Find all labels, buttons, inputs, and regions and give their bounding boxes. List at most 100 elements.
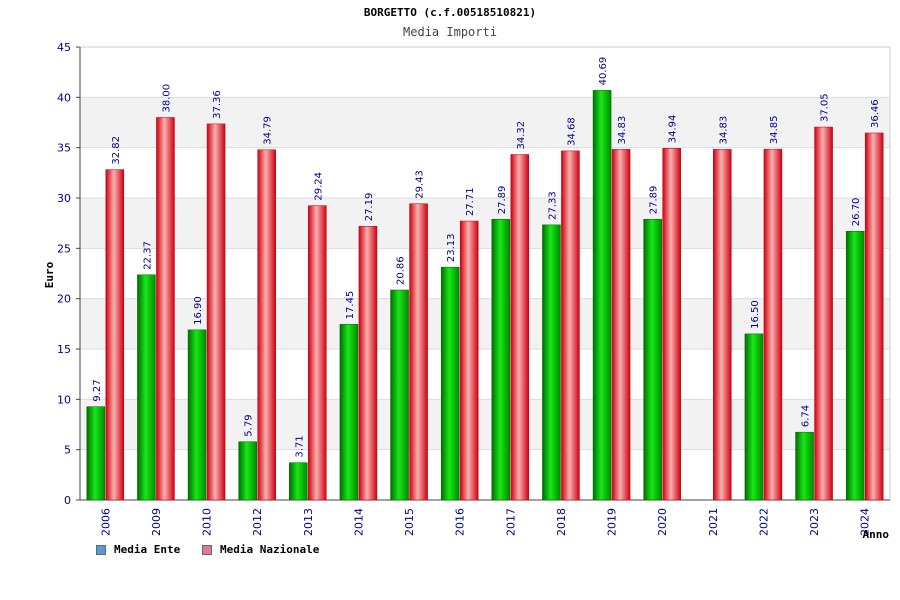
bar-media-nazionale xyxy=(257,149,276,501)
data-label-media-nazionale: 36.46 xyxy=(870,99,881,128)
legend-item-ente: Media Ente xyxy=(96,543,180,556)
x-tick-label: 2012 xyxy=(251,508,264,536)
data-label-media-nazionale: 34.94 xyxy=(668,115,679,144)
bar-media-nazionale xyxy=(713,149,732,501)
bar-media-ente xyxy=(339,324,359,501)
bar-media-ente xyxy=(744,333,764,501)
data-label-media-nazionale: 34.83 xyxy=(718,116,729,145)
x-tick-label: 2016 xyxy=(454,508,467,536)
bar-media-ente xyxy=(795,431,814,501)
bar-media-ente xyxy=(440,266,460,501)
data-label-media-ente: 40.69 xyxy=(598,57,609,86)
bars xyxy=(86,90,884,501)
bar-media-nazionale xyxy=(409,203,428,501)
x-tick-label: 2017 xyxy=(504,508,517,536)
bar-media-nazionale xyxy=(763,148,783,501)
data-labels: 9.27 32.82 22.37 38.00 16.90 37.36 5.79 34.79 3.… xyxy=(92,57,881,458)
data-label-media-ente: 27.89 xyxy=(497,186,508,215)
y-tick-label: 40 xyxy=(57,91,71,104)
bar-media-nazionale xyxy=(459,220,479,501)
bar-media-ente xyxy=(845,230,865,501)
data-label-media-nazionale: 37.36 xyxy=(212,90,223,119)
data-label-media-nazionale: 29.43 xyxy=(415,170,426,199)
data-label-media-nazionale: 32.82 xyxy=(111,136,122,165)
x-tick-label: 2019 xyxy=(606,508,619,536)
bar-media-ente xyxy=(542,224,561,501)
bar-media-ente xyxy=(137,274,156,501)
data-label-media-ente: 3.71 xyxy=(294,435,305,457)
x-tick-label: 2024 xyxy=(859,508,872,536)
legend-label-nazionale: Media Nazionale xyxy=(220,543,320,556)
bar-media-nazionale xyxy=(206,123,226,501)
x-tick-label: 2013 xyxy=(302,508,315,536)
grid-band xyxy=(80,47,890,98)
bar-media-ente xyxy=(187,329,207,501)
data-label-media-nazionale: 34.32 xyxy=(516,121,527,150)
bar-media-ente xyxy=(289,462,308,501)
y-tick-label: 5 xyxy=(64,444,71,457)
x-axis-label: Anno xyxy=(863,528,890,541)
bar-media-nazionale xyxy=(662,148,681,501)
y-tick-label: 15 xyxy=(57,343,71,356)
data-label-media-ente: 22.37 xyxy=(142,241,153,270)
x-tick-label: 2010 xyxy=(201,508,214,536)
data-label-media-ente: 16.90 xyxy=(193,296,204,325)
legend-label-ente: Media Ente xyxy=(114,543,181,556)
data-label-media-nazionale: 29.24 xyxy=(313,172,324,201)
data-label-media-ente: 16.50 xyxy=(750,300,761,329)
data-label-media-ente: 5.79 xyxy=(244,414,255,436)
data-label-media-ente: 6.74 xyxy=(801,405,812,427)
data-label-media-nazionale: 34.85 xyxy=(769,116,780,145)
bar-media-ente xyxy=(491,218,511,501)
x-tick-label: 2020 xyxy=(656,508,669,536)
axes: 0 5 10 15 20 25 30 35 40 45 2006 2009 2010 2012 2013 20… xyxy=(57,41,891,536)
bar-media-ente xyxy=(592,90,612,501)
bar-media-ente xyxy=(390,289,409,501)
bar-media-ente xyxy=(238,441,257,501)
chart-subtitle: Media Importi xyxy=(403,25,497,39)
y-tick-label: 45 xyxy=(57,41,71,54)
x-tick-label: 2009 xyxy=(150,508,163,536)
data-label-media-nazionale: 34.83 xyxy=(617,116,628,145)
legend-swatch-nazionale xyxy=(202,544,212,555)
bar-media-ente xyxy=(643,218,662,501)
data-label-media-nazionale: 37.05 xyxy=(820,93,831,122)
bar-media-nazionale xyxy=(358,226,378,501)
bar-media-nazionale xyxy=(611,149,631,501)
x-tick-label: 2014 xyxy=(352,508,365,536)
legend-swatch-ente xyxy=(96,544,106,555)
y-tick-label: 10 xyxy=(57,393,71,406)
data-label-media-nazionale: 27.71 xyxy=(465,187,476,216)
bar-media-nazionale xyxy=(561,150,580,501)
bar-media-nazionale xyxy=(814,126,833,501)
y-tick-label: 0 xyxy=(64,494,71,507)
data-label-media-ente: 17.45 xyxy=(345,291,356,320)
bar-media-nazionale xyxy=(156,117,175,501)
data-label-media-ente: 23.13 xyxy=(446,234,457,263)
y-tick-label: 35 xyxy=(57,142,71,155)
bar-media-ente xyxy=(86,406,106,501)
bar-media-nazionale xyxy=(510,154,530,501)
x-tick-label: 2022 xyxy=(757,508,770,536)
data-label-media-ente: 9.27 xyxy=(92,379,103,401)
data-label-media-nazionale: 34.68 xyxy=(566,117,577,146)
data-label-media-ente: 27.33 xyxy=(547,191,558,220)
y-tick-label: 25 xyxy=(57,242,71,255)
data-label-media-ente: 26.70 xyxy=(851,198,862,227)
chart-title: BORGETTO (c.f.00518510821) xyxy=(363,6,537,19)
x-tick-label: 2006 xyxy=(99,508,112,536)
x-tick-label: 2023 xyxy=(808,508,821,536)
data-label-media-ente: 27.89 xyxy=(649,186,660,215)
bar-media-nazionale xyxy=(105,169,125,501)
bar-media-nazionale xyxy=(308,205,327,501)
bar-media-nazionale xyxy=(864,132,884,501)
x-tick-label: 2018 xyxy=(555,508,568,536)
x-tick-label: 2015 xyxy=(403,508,416,536)
data-label-media-nazionale: 27.19 xyxy=(364,193,375,222)
y-tick-label: 30 xyxy=(57,192,71,205)
data-label-media-ente: 20.86 xyxy=(396,256,407,285)
data-label-media-nazionale: 38.00 xyxy=(161,84,172,113)
data-label-media-nazionale: 34.79 xyxy=(263,116,274,145)
x-tick-label: 2021 xyxy=(707,508,720,536)
